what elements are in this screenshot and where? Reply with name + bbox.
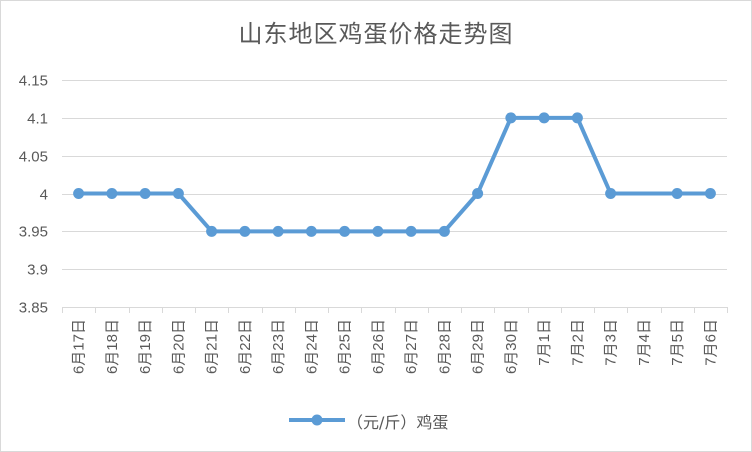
x-tick-label: 7月3日 [603, 319, 620, 366]
x-tick-label: 6月21日 [204, 319, 221, 374]
data-point [571, 112, 583, 124]
data-point [106, 188, 118, 199]
y-tick-label: 3.9 [27, 262, 48, 279]
x-tick-label: 7月2日 [569, 319, 586, 366]
series-line [76, 115, 713, 234]
x-tick-label: 6月22日 [237, 319, 254, 374]
data-point [605, 188, 617, 199]
x-tick-label: 6月24日 [303, 319, 320, 374]
data-point [139, 188, 151, 199]
data-point [405, 225, 417, 237]
data-point [438, 225, 450, 237]
x-tick-label: 6月30日 [503, 319, 520, 374]
x-axis [62, 307, 728, 313]
y-axis-ticks: 4.15 4.1 4.05 4 3.95 3.9 3.85 [19, 73, 48, 317]
data-point [472, 188, 484, 199]
data-point [671, 188, 683, 199]
x-tick-label: 7月6日 [702, 319, 719, 366]
data-point [372, 225, 384, 237]
x-tick-label: 6月23日 [270, 319, 287, 374]
y-tick-label: 3.95 [19, 224, 48, 241]
data-point [339, 225, 351, 237]
y-tick-label: 4 [40, 187, 48, 204]
x-tick-label: 6月27日 [403, 319, 420, 374]
x-tick-label: 6月20日 [170, 319, 187, 374]
x-tick-label: 6月17日 [71, 319, 88, 374]
x-tick-label: 7月4日 [636, 319, 653, 366]
x-tick-label: 6月26日 [370, 319, 387, 374]
data-point [73, 188, 85, 199]
data-point [272, 225, 284, 237]
data-point [704, 188, 716, 199]
x-tick-label: 6月29日 [470, 319, 487, 374]
x-axis-ticks: 6月17日 6月18日 6月19日 6月20日 6月21日 6月22日 6月23日 6月24日… [71, 319, 720, 374]
data-point [239, 225, 251, 237]
x-tick-label: 6月19日 [137, 319, 154, 374]
legend-line-marker-icon [289, 414, 345, 426]
data-point [206, 225, 218, 237]
series-layer [73, 112, 716, 237]
chart-title: 山东地区鸡蛋价格走势图 [238, 20, 514, 48]
data-point [505, 112, 517, 124]
y-tick-label: 4.15 [19, 73, 48, 90]
x-tick-label: 6月18日 [104, 319, 121, 374]
x-tick-label: 6月25日 [337, 319, 354, 374]
x-tick-label: 7月1日 [536, 319, 553, 366]
legend-label: （元/斤）鸡蛋 [347, 413, 449, 432]
legend: （元/斤）鸡蛋 [0, 408, 752, 432]
data-point [305, 225, 317, 237]
data-point [538, 112, 550, 124]
y-tick-label: 4.05 [19, 149, 48, 166]
x-tick-label: 6月28日 [436, 319, 453, 374]
y-tick-label: 3.85 [19, 300, 48, 317]
data-point [172, 188, 184, 199]
x-tick-label: 7月5日 [669, 319, 686, 366]
y-tick-label: 4.1 [27, 111, 48, 128]
